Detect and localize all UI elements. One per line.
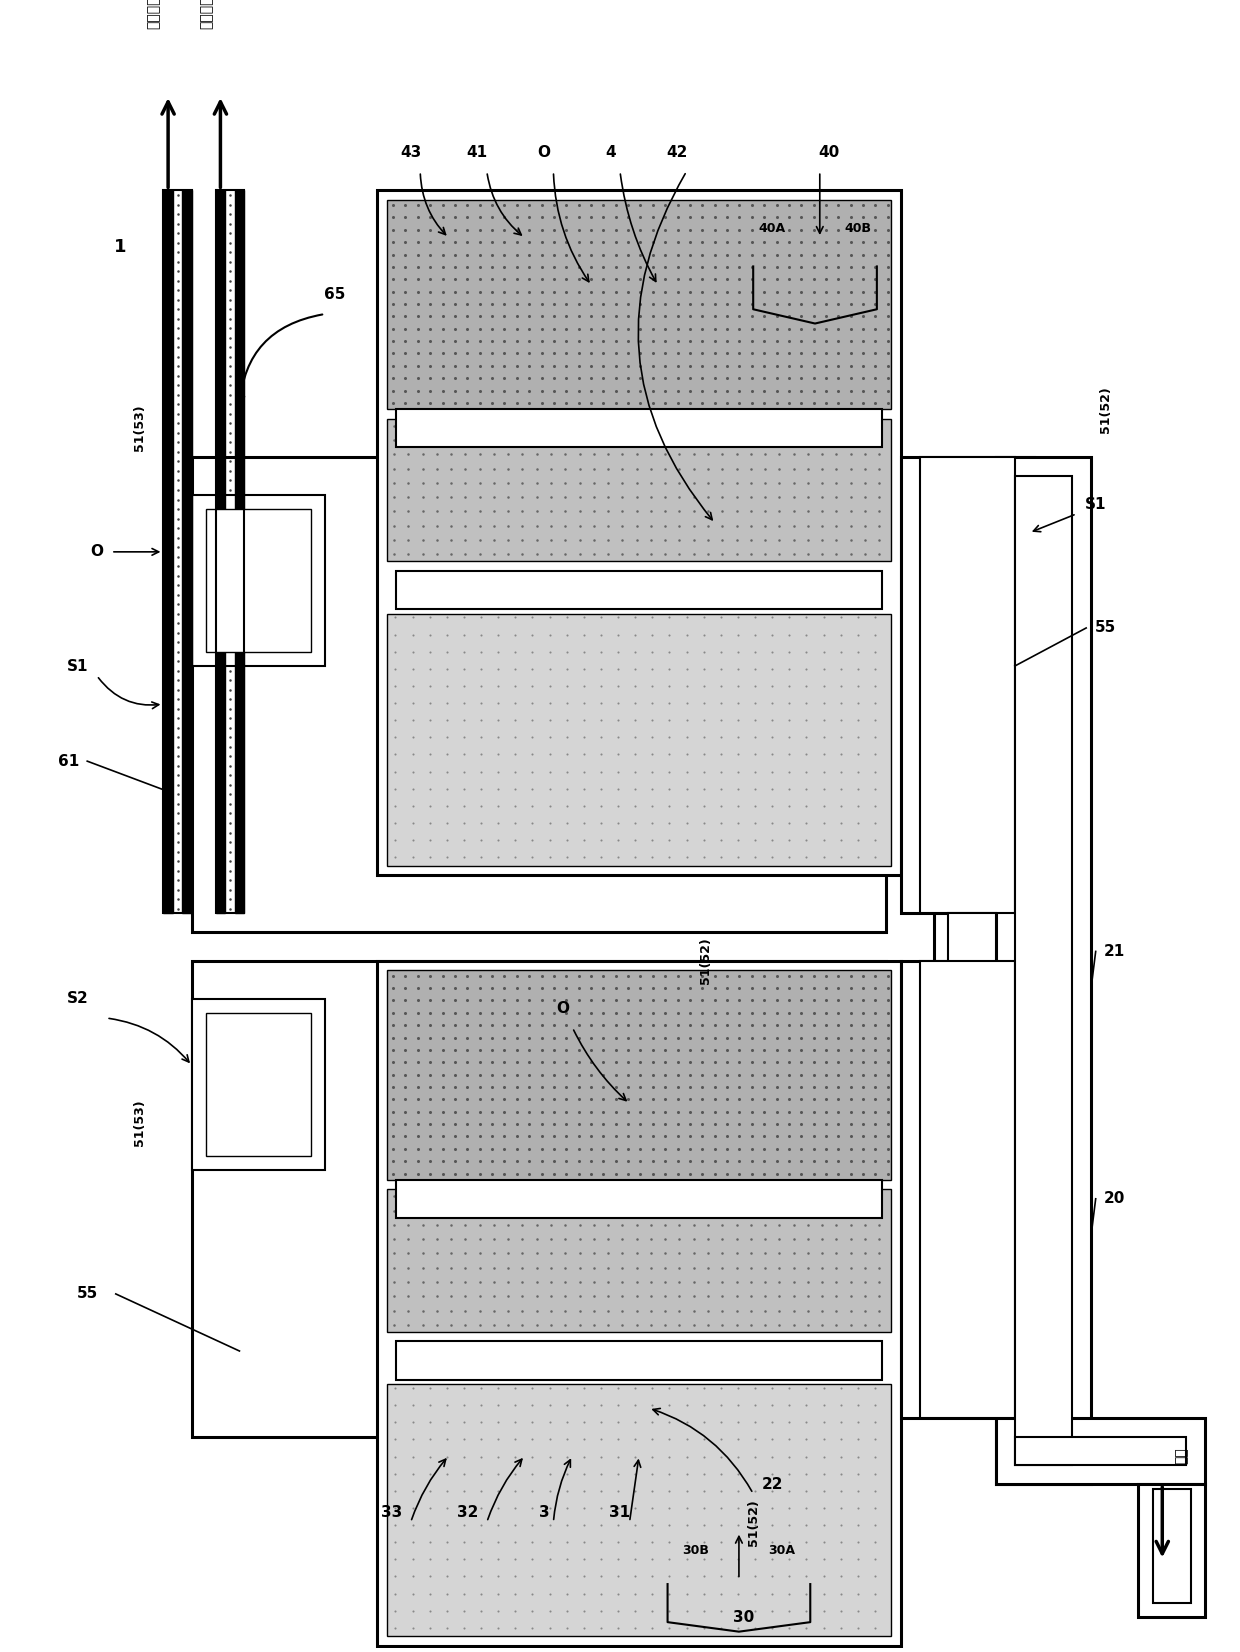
- Bar: [397, 1341, 882, 1379]
- Text: S1: S1: [67, 659, 88, 674]
- Text: 电解氯水: 电解氯水: [146, 0, 161, 28]
- Bar: [216, 190, 244, 914]
- Bar: [377, 961, 900, 1645]
- Text: 电解氢水: 电解氢水: [200, 0, 213, 28]
- Text: 22: 22: [761, 1477, 782, 1492]
- Text: 4: 4: [605, 145, 616, 160]
- Text: S2: S2: [67, 991, 88, 1006]
- Bar: [164, 190, 172, 914]
- Bar: [182, 190, 192, 914]
- Text: 30B: 30B: [683, 1545, 709, 1558]
- Text: 原水: 原水: [1174, 1447, 1188, 1464]
- Bar: [387, 1189, 892, 1332]
- Bar: [397, 410, 882, 448]
- Text: 41: 41: [466, 145, 487, 160]
- Bar: [206, 1013, 311, 1156]
- Bar: [387, 200, 892, 410]
- Bar: [397, 572, 882, 610]
- Text: 30: 30: [733, 1611, 754, 1626]
- Bar: [216, 190, 226, 914]
- Bar: [377, 190, 900, 876]
- Text: 51(52): 51(52): [746, 1498, 760, 1546]
- Text: O: O: [91, 545, 103, 560]
- Bar: [996, 456, 1091, 1483]
- Bar: [387, 418, 892, 562]
- Text: 55: 55: [1095, 621, 1116, 636]
- Bar: [949, 914, 996, 1094]
- Text: 51(53): 51(53): [133, 1099, 146, 1146]
- Text: 30A: 30A: [769, 1545, 795, 1558]
- Text: 32: 32: [458, 1505, 479, 1520]
- Bar: [934, 914, 1011, 1094]
- Text: 51(52): 51(52): [699, 938, 712, 985]
- Bar: [900, 961, 1034, 1417]
- Text: 51(52): 51(52): [1099, 387, 1112, 433]
- Bar: [192, 999, 325, 1170]
- Bar: [164, 190, 192, 914]
- Text: 31: 31: [609, 1505, 631, 1520]
- Bar: [387, 970, 892, 1180]
- Bar: [192, 456, 887, 932]
- Bar: [397, 1180, 882, 1218]
- Text: O: O: [557, 1001, 569, 1016]
- Text: 40B: 40B: [844, 221, 872, 235]
- Text: 40: 40: [818, 145, 839, 160]
- Bar: [192, 961, 887, 1437]
- Bar: [192, 494, 325, 666]
- Bar: [1014, 476, 1071, 1465]
- Text: 1: 1: [114, 238, 126, 256]
- Text: S1: S1: [1085, 497, 1106, 512]
- Text: 33: 33: [381, 1505, 402, 1520]
- Text: 20: 20: [1104, 1191, 1126, 1206]
- Text: 43: 43: [401, 145, 422, 160]
- Bar: [234, 190, 244, 914]
- Text: O: O: [537, 145, 551, 160]
- Bar: [1153, 1488, 1190, 1602]
- Bar: [387, 1384, 892, 1637]
- Text: 3: 3: [538, 1505, 549, 1520]
- Text: 51(53): 51(53): [133, 405, 146, 451]
- Bar: [996, 1417, 1205, 1483]
- Text: 21: 21: [1104, 943, 1126, 958]
- Bar: [206, 509, 311, 653]
- Text: 55: 55: [77, 1287, 98, 1302]
- Bar: [387, 613, 892, 866]
- Text: 65: 65: [324, 287, 345, 302]
- Bar: [900, 456, 1034, 914]
- Text: 40A: 40A: [759, 221, 786, 235]
- Bar: [1014, 1437, 1187, 1465]
- Text: 42: 42: [666, 145, 688, 160]
- Text: 61: 61: [57, 753, 79, 768]
- Bar: [920, 961, 1014, 1417]
- Bar: [920, 456, 1014, 914]
- Bar: [1138, 1483, 1205, 1617]
